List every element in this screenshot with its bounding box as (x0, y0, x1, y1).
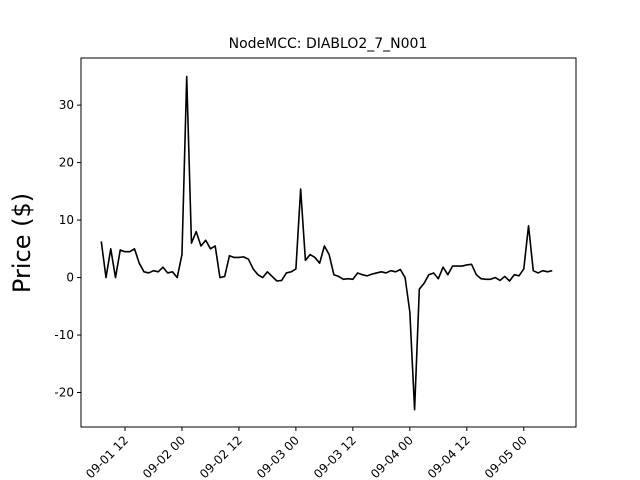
x-tick-label: 09-04 00 (368, 433, 416, 480)
y-tick-label: -10 (54, 328, 74, 342)
y-tick-label: 0 (66, 271, 74, 285)
y-tick-label: 30 (59, 98, 74, 112)
x-tick-label: 09-03 00 (254, 433, 302, 480)
y-tick-label: 10 (59, 213, 74, 227)
y-tick-label: -20 (54, 386, 74, 400)
x-tick-label: 09-02 12 (197, 433, 245, 480)
line (100, 75, 553, 411)
x-tick-label: 09-04 12 (425, 433, 473, 480)
x-tick-label: 09-05 00 (482, 433, 530, 480)
x-tick-label: 09-01 12 (83, 433, 131, 480)
y-tick-label: 20 (59, 156, 74, 170)
y-axis-label: Price ($) (8, 193, 36, 293)
plot-frame (80, 57, 577, 428)
x-tick-label: 09-02 00 (140, 433, 188, 480)
x-tick-label: 09-03 12 (311, 433, 359, 480)
chart-title: NodeMCC: DIABLO2_7_N001 (229, 36, 428, 52)
